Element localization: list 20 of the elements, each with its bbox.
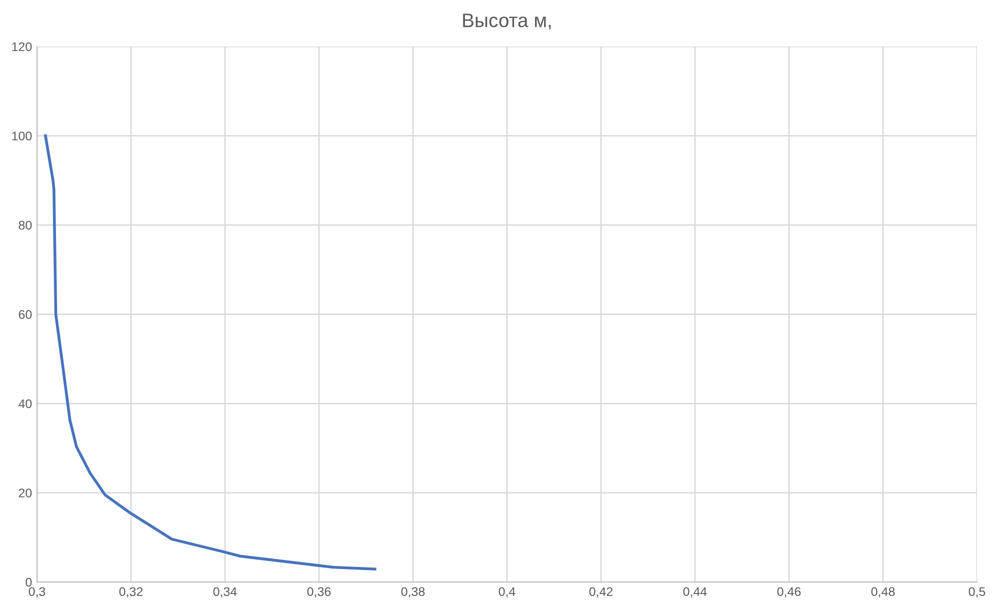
x-tick-label: 0,3 <box>28 587 46 598</box>
x-tick-label: 0,4 <box>498 587 516 598</box>
x-tick-label: 0,38 <box>401 587 425 598</box>
x-tick-label: 0,48 <box>871 587 895 598</box>
x-tick-label: 0,44 <box>683 587 707 598</box>
x-tick-label: 0,42 <box>589 587 613 598</box>
x-tick-label: 0,32 <box>119 587 143 598</box>
chart-title: Высота м, <box>463 14 551 30</box>
x-tick-label: 0,36 <box>307 587 331 598</box>
line-series <box>44 134 376 570</box>
y-tick-label: 80 <box>18 220 32 230</box>
x-tick-label: 0,46 <box>777 587 801 598</box>
y-tick-label: 100 <box>12 132 32 140</box>
y-tick-label: 20 <box>18 488 32 498</box>
x-tick-label: 0,34 <box>213 587 237 598</box>
y-tick-label: 120 <box>12 42 32 52</box>
y-tick-label: 0 <box>26 578 32 587</box>
x-tick-label: 0,5 <box>968 587 986 598</box>
y-tick-label: 40 <box>18 399 32 408</box>
y-tick-label: 60 <box>18 310 32 319</box>
